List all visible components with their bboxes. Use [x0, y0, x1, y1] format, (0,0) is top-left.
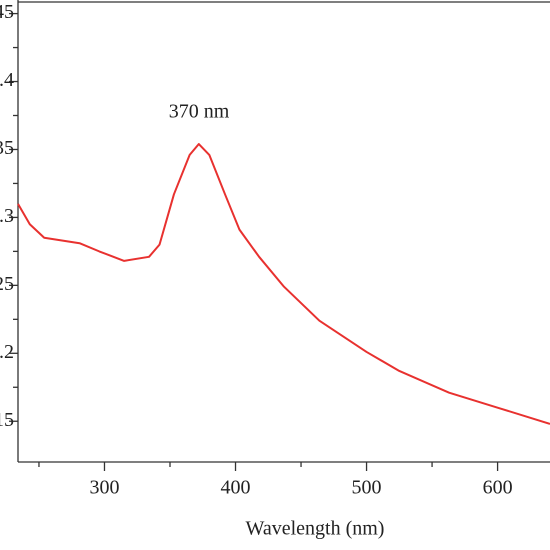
y-tick-label: 0.4 [0, 69, 14, 91]
spectrum-line [17, 143, 550, 425]
x-tick-label: 400 [221, 477, 251, 499]
y-tick-label: 0.25 [0, 273, 14, 295]
x-tick-label: 600 [483, 477, 513, 499]
y-tick-label: 0.3 [0, 205, 14, 227]
y-tick-label: 0.2 [0, 341, 14, 363]
annotation: 370 nm [169, 101, 230, 123]
y-tick-label: 0.35 [0, 137, 14, 159]
x-tick-label: 300 [89, 477, 119, 499]
x-tick-label: 500 [352, 477, 382, 499]
x-axis-label: Wavelength (nm) [246, 518, 385, 540]
y-tick-label: 0.15 [0, 409, 14, 431]
y-tick-label: 0.45 [0, 1, 14, 23]
